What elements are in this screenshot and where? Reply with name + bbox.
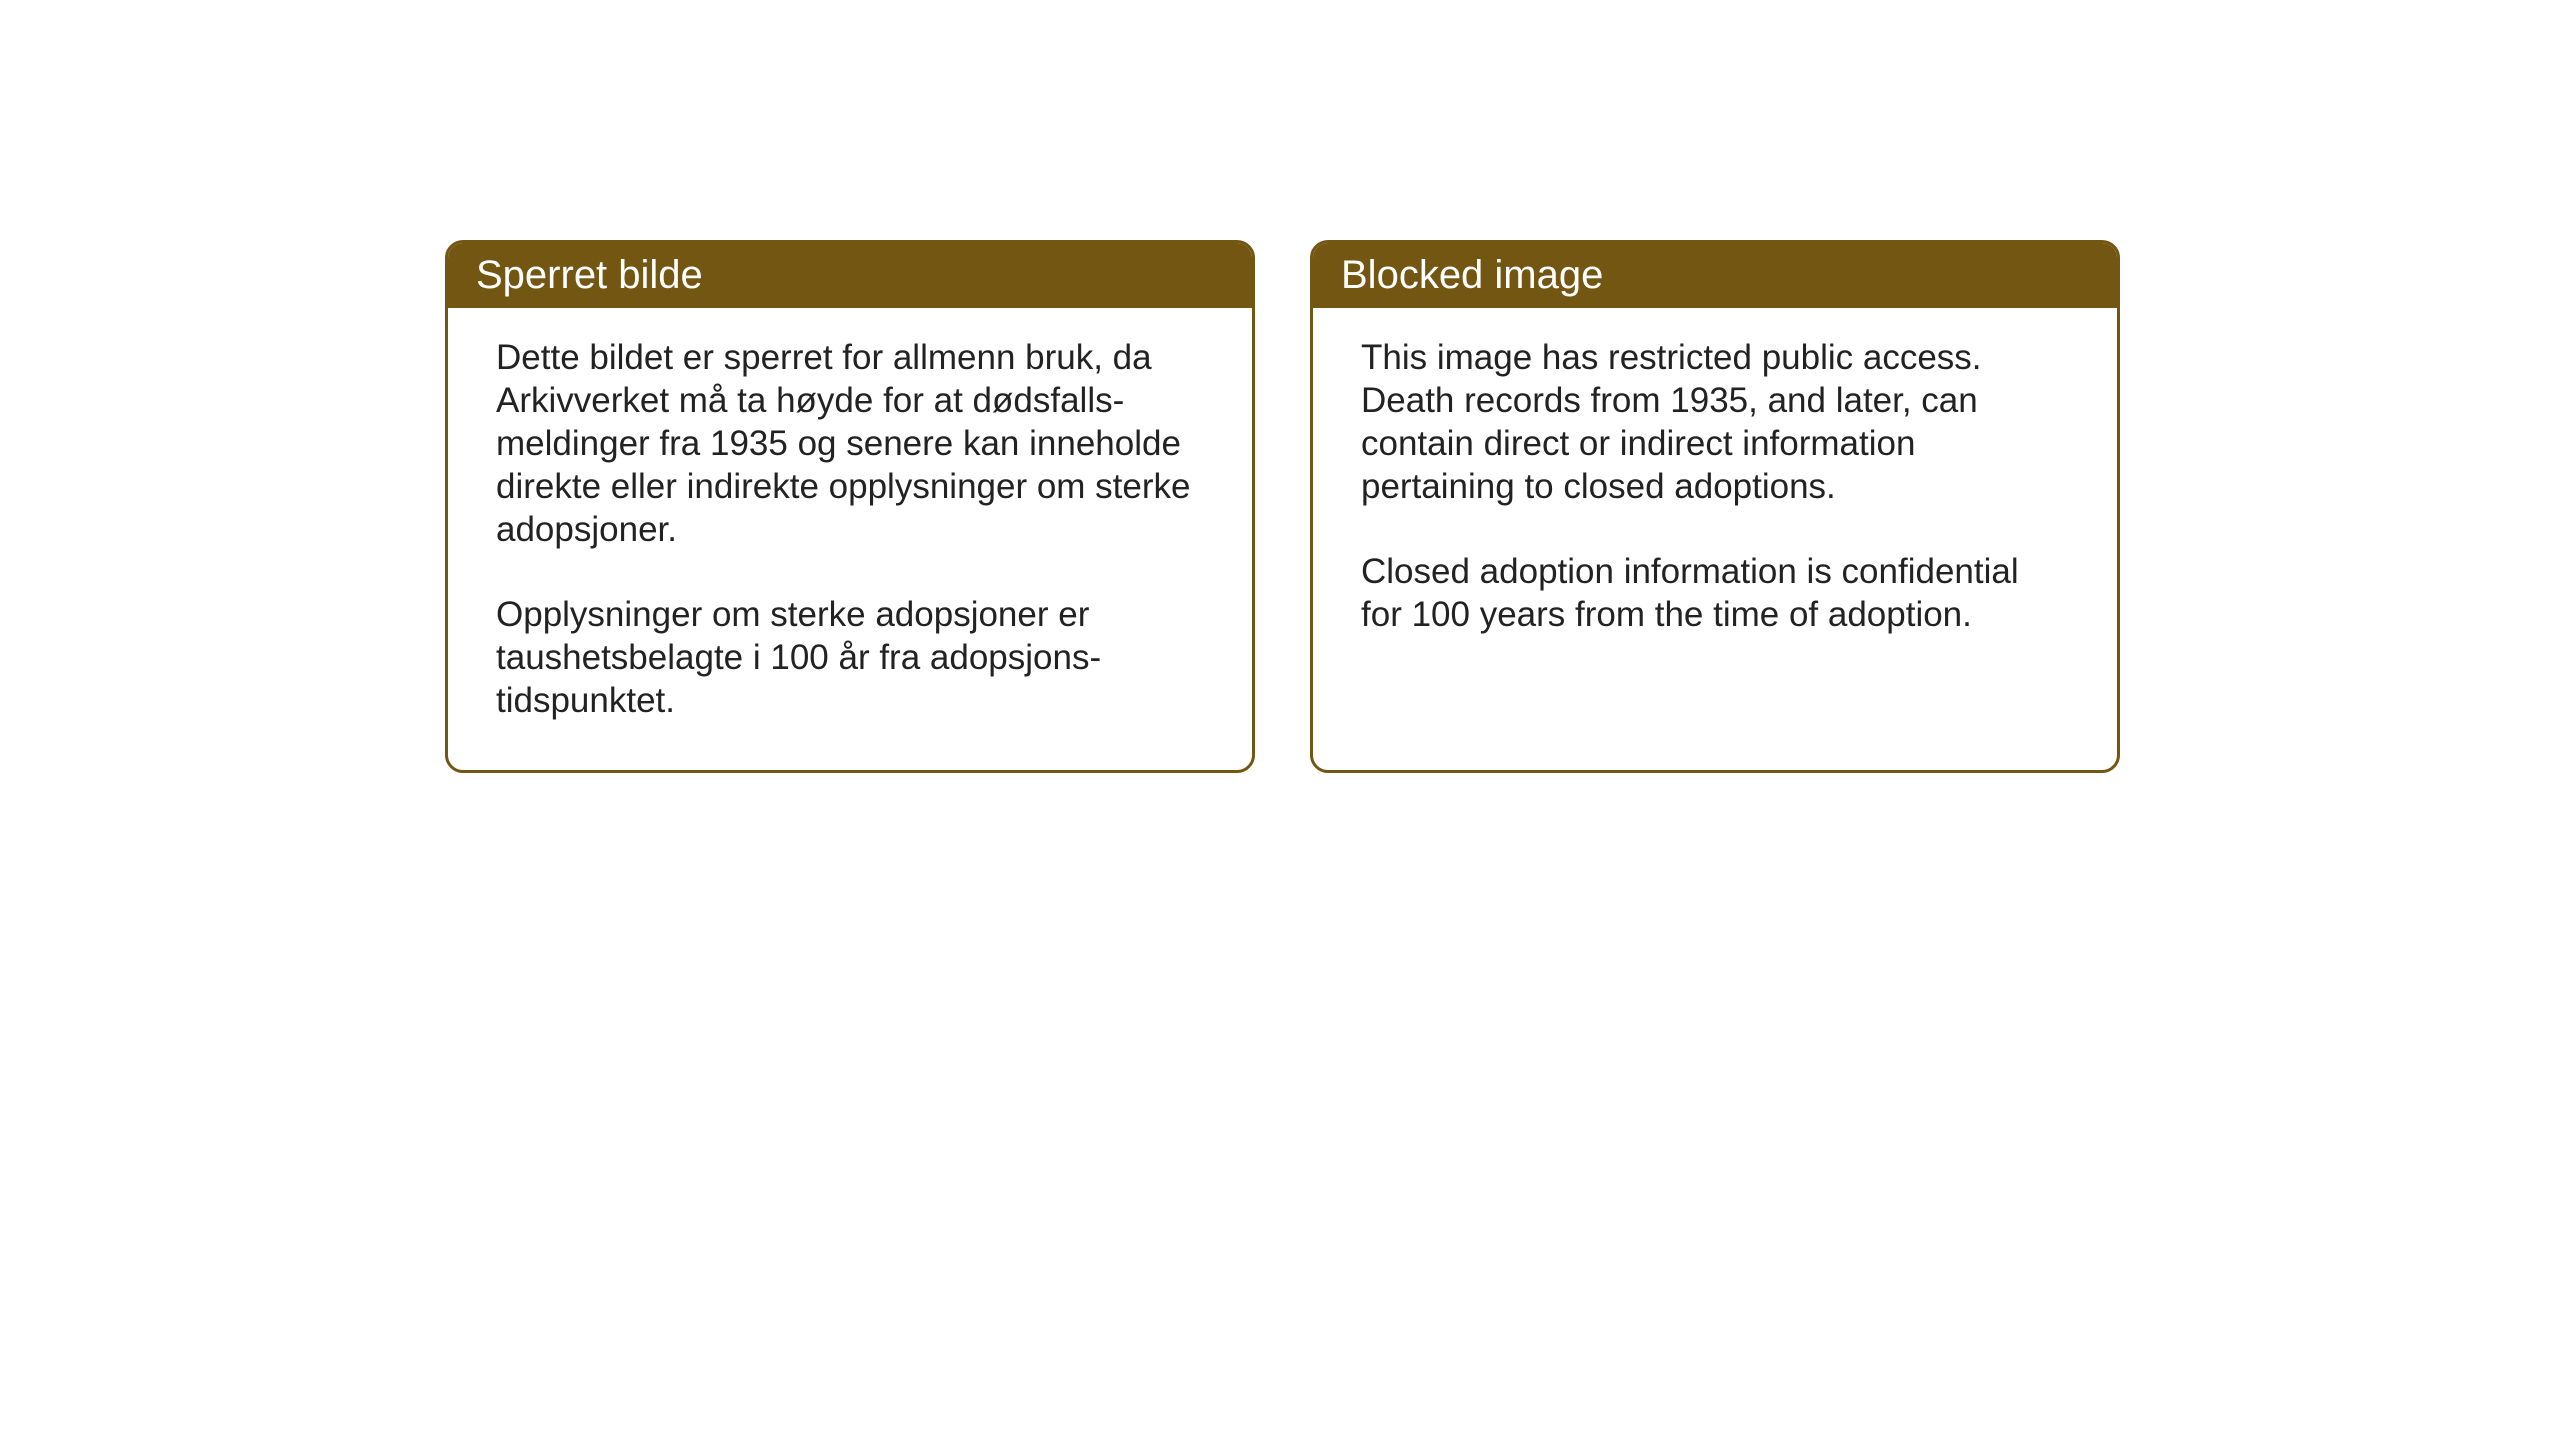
notice-box-norwegian: Sperret bilde Dette bildet er sperret fo…	[445, 240, 1255, 773]
notice-body-norwegian: Dette bildet er sperret for allmenn bruk…	[448, 308, 1252, 770]
notice-title-english: Blocked image	[1341, 253, 1603, 297]
notice-paragraph-2-english: Closed adoption information is confident…	[1361, 550, 2069, 636]
notice-box-english: Blocked image This image has restricted …	[1310, 240, 2120, 773]
notice-paragraph-2-norwegian: Opplysninger om sterke adopsjoner er tau…	[496, 593, 1204, 722]
notice-body-english: This image has restricted public access.…	[1313, 308, 2117, 748]
notice-container: Sperret bilde Dette bildet er sperret fo…	[445, 240, 2120, 773]
notice-header-norwegian: Sperret bilde	[448, 243, 1252, 308]
notice-paragraph-1-english: This image has restricted public access.…	[1361, 336, 2069, 508]
notice-header-english: Blocked image	[1313, 243, 2117, 308]
notice-title-norwegian: Sperret bilde	[476, 253, 703, 297]
notice-paragraph-1-norwegian: Dette bildet er sperret for allmenn bruk…	[496, 336, 1204, 551]
